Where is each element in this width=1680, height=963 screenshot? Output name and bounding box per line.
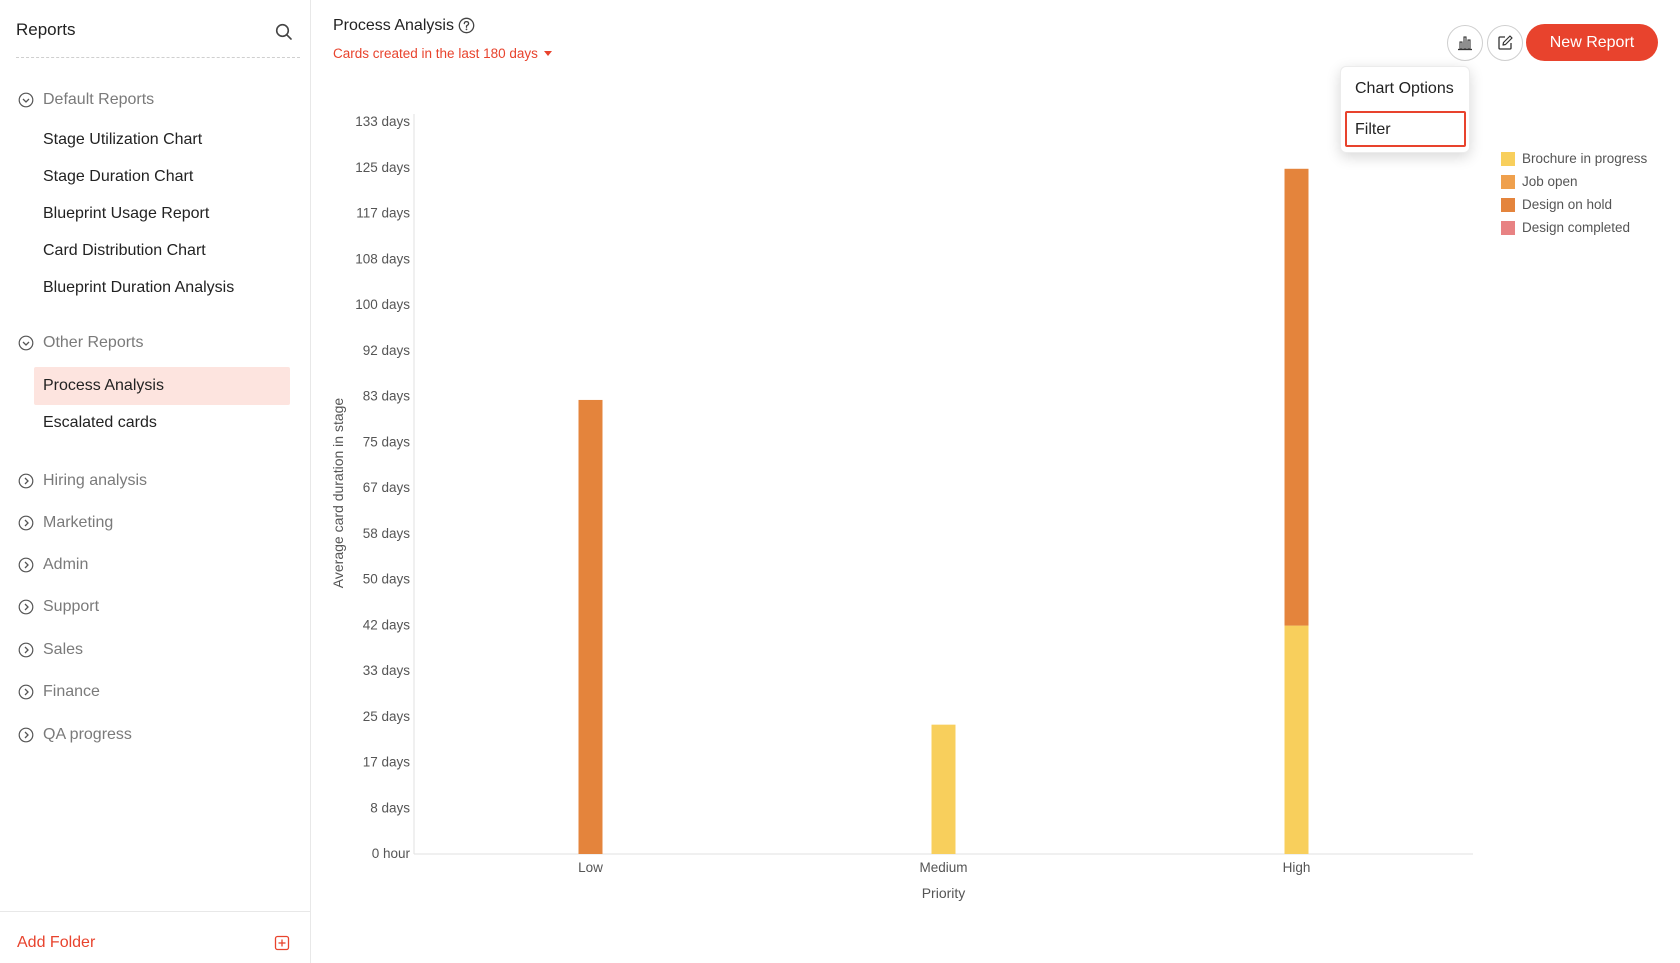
y-tick-label: 67 days — [363, 480, 411, 495]
chevron-right-icon — [18, 642, 34, 658]
y-tick-label: 25 days — [363, 709, 411, 724]
group-label: Hiring analysis — [43, 472, 148, 489]
group-label: Sales — [43, 641, 84, 658]
page-title: Process Analysis — [333, 17, 454, 34]
chart-legend: Brochure in progress Job open Design on … — [1501, 147, 1647, 239]
group-other-reports[interactable]: Other Reports — [18, 334, 143, 352]
y-tick-label: 125 days — [355, 160, 410, 175]
sidebar-item-stage-duration-chart[interactable]: Stage Duration Chart — [43, 168, 194, 185]
legend-item[interactable]: Brochure in progress — [1501, 147, 1647, 170]
sidebar-item-blueprint-usage-report[interactable]: Blueprint Usage Report — [43, 205, 210, 222]
sidebar-item-escalated-cards[interactable]: Escalated cards — [43, 414, 157, 431]
legend-item[interactable]: Design completed — [1501, 216, 1647, 239]
legend-item[interactable]: Job open — [1501, 170, 1647, 193]
y-tick-label: 133 days — [355, 114, 410, 129]
y-tick-label: 58 days — [363, 526, 411, 541]
x-tick-label: Medium — [919, 860, 967, 875]
chart-canvas: 0 hour 8 days 17 days 25 days 33 days 42 days… — [330, 114, 1473, 901]
group-label: Finance — [43, 683, 100, 700]
date-filter-dropdown[interactable]: Cards created in the last 180 days — [333, 46, 552, 61]
edit-icon — [1498, 35, 1513, 50]
chevron-down-icon — [18, 92, 34, 108]
sidebar-footer: Add Folder — [0, 911, 310, 963]
legend-swatch — [1501, 197, 1515, 212]
group-support[interactable]: Support — [18, 598, 99, 616]
legend-label: Brochure in progress — [1522, 151, 1648, 166]
bar-segment[interactable] — [931, 724, 956, 854]
group-admin[interactable]: Admin — [18, 556, 88, 574]
new-report-button[interactable]: New Report — [1526, 24, 1658, 61]
chevron-right-icon — [18, 684, 34, 700]
y-tick-label: 83 days — [363, 389, 411, 404]
bar-chart-icon — [1458, 36, 1472, 51]
y-tick-label: 92 days — [363, 343, 411, 358]
sidebar-title: Reports — [16, 20, 76, 39]
chevron-right-icon — [18, 473, 34, 489]
legend-swatch — [1501, 220, 1515, 235]
legend-label: Job open — [1522, 174, 1578, 189]
search-icon[interactable] — [274, 22, 294, 42]
sidebar: Reports Default Reports Stage Utilizatio… — [0, 0, 311, 963]
group-label: QA progress — [43, 726, 132, 743]
group-sales[interactable]: Sales — [18, 641, 83, 659]
sidebar-header: Reports — [16, 14, 300, 58]
date-filter-label: Cards created in the last 180 days — [333, 46, 538, 61]
legend-label: Design completed — [1522, 220, 1631, 235]
sidebar-item-blueprint-duration-analysis[interactable]: Blueprint Duration Analysis — [43, 279, 235, 296]
add-folder-icon[interactable] — [274, 935, 290, 951]
group-default-reports[interactable]: Default Reports — [18, 91, 154, 109]
x-tick-label: High — [1283, 860, 1311, 875]
bar-segment[interactable] — [1284, 168, 1309, 626]
y-tick-label: 8 days — [370, 800, 410, 815]
group-label: Admin — [43, 556, 89, 573]
y-axis-label: Average card duration in stage — [330, 398, 346, 589]
caret-down-icon — [543, 51, 552, 56]
y-tick-label: 0 hour — [372, 846, 411, 861]
legend-swatch — [1501, 151, 1515, 166]
sidebar-item-card-distribution-chart[interactable]: Card Distribution Chart — [43, 242, 206, 259]
group-qa-progress[interactable]: QA progress — [18, 726, 132, 744]
bar-segment[interactable] — [1284, 625, 1309, 854]
chevron-right-icon — [18, 727, 34, 743]
y-tick-label: 117 days — [356, 206, 410, 221]
group-label: Support — [43, 598, 100, 615]
chevron-right-icon — [18, 599, 34, 615]
legend-item[interactable]: Design on hold — [1501, 193, 1647, 216]
sidebar-item-process-analysis[interactable]: Process Analysis — [34, 367, 290, 405]
group-finance[interactable]: Finance — [18, 683, 100, 701]
y-tick-label: 33 days — [363, 663, 411, 678]
help-icon[interactable] — [458, 17, 475, 34]
chart-options-menu: Chart Options Filter — [1340, 66, 1470, 153]
x-tick-label: Low — [578, 860, 603, 875]
group-label: Default Reports — [43, 91, 155, 108]
edit-report-button[interactable] — [1487, 25, 1523, 61]
group-label: Other Reports — [43, 334, 144, 351]
y-tick-label: 75 days — [363, 434, 411, 449]
menu-item-chart-options[interactable]: Chart Options — [1355, 80, 1454, 97]
y-tick-label: 50 days — [363, 572, 411, 587]
y-tick-label: 108 days — [355, 251, 410, 266]
main-content: Process Analysis Cards created in the la… — [311, 0, 1680, 963]
bar-segment[interactable] — [578, 399, 603, 854]
chart-options-button[interactable] — [1447, 25, 1483, 61]
sidebar-item-stage-utilization-chart[interactable]: Stage Utilization Chart — [43, 131, 203, 148]
y-tick-label: 17 days — [363, 755, 411, 770]
y-tick-label: 100 days — [355, 297, 410, 312]
chevron-right-icon — [18, 557, 34, 573]
add-folder-button[interactable]: Add Folder — [17, 934, 96, 951]
stacked-bar-chart: 0 hour 8 days 17 days 25 days 33 days 42 days… — [311, 90, 1511, 950]
group-marketing[interactable]: Marketing — [18, 514, 113, 532]
legend-label: Design on hold — [1522, 197, 1613, 212]
legend-swatch — [1501, 174, 1515, 189]
x-axis-label: Priority — [922, 885, 966, 901]
y-tick-label: 42 days — [363, 617, 411, 632]
group-hiring-analysis[interactable]: Hiring analysis — [18, 472, 147, 490]
group-label: Marketing — [43, 514, 114, 531]
chevron-right-icon — [18, 515, 34, 531]
menu-item-filter[interactable]: Filter — [1345, 111, 1466, 147]
chevron-down-icon — [18, 335, 34, 351]
